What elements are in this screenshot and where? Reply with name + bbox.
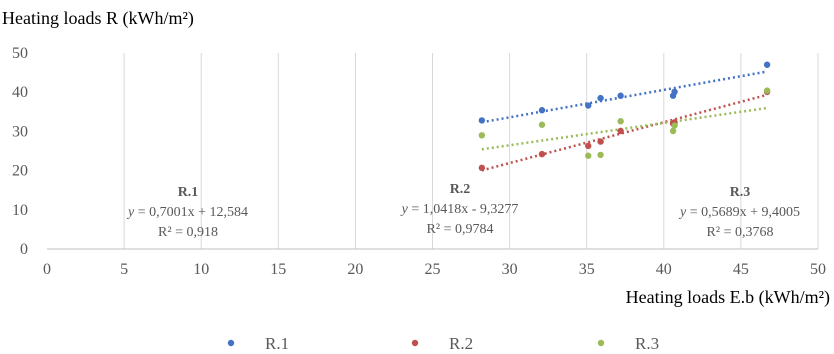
grid (47, 53, 819, 250)
trendlines (481, 70, 768, 172)
x-tick-label-40: 40 (656, 261, 672, 278)
y-tick-label-10: 10 (12, 202, 28, 219)
data-points (478, 61, 771, 172)
point-r1-2 (585, 102, 592, 109)
point-r1-1 (538, 107, 546, 114)
annotation-r1-name: R.1 (178, 185, 199, 200)
annotation-r3-r2: R² = 0,3768 (707, 225, 774, 240)
x-tick-label-10: 10 (193, 261, 209, 278)
trendline-r1 (481, 70, 768, 124)
y-axis-title: Heating loads R (kWh/m²) (2, 8, 194, 29)
annotation-r3: R.3 y = 0,5689x + 9,4005 R² = 0,3768 (678, 185, 800, 240)
x-tick-label-50: 50 (810, 261, 826, 278)
point-r3-1 (538, 121, 546, 128)
annotation-r1: R.1 y = 0,7001x + 12,584 R² = 0,918 (126, 185, 248, 240)
point-r1-0 (478, 117, 486, 124)
x-tick-label-20: 20 (347, 261, 363, 278)
annotation-r2: R.2 y = 1,0418x - 9,3277 R² = 0,9784 (400, 182, 519, 237)
point-r3-2 (585, 152, 592, 159)
point-r3-3 (597, 151, 604, 159)
point-r1-7 (763, 61, 771, 68)
x-tick-label-45: 45 (733, 261, 749, 278)
annotation-r3-name: R.3 (730, 185, 751, 200)
annotation-r2-r2: R² = 0,9784 (427, 222, 494, 237)
point-r3-5 (669, 127, 677, 135)
legend-marker-r2 (411, 339, 419, 347)
point-r2-2 (585, 142, 592, 150)
point-r3-0 (478, 132, 486, 139)
y-tick-label-20: 20 (12, 163, 28, 180)
point-r2-4 (617, 127, 624, 135)
legend-label-r1: R.1 (265, 334, 289, 353)
x-tick-label-15: 15 (270, 261, 286, 278)
legend-label-r3: R.3 (635, 334, 659, 353)
x-axis-title: Heating loads E.b (kWh/m²) (626, 287, 830, 308)
annotation-r1-equation: y = 0,7001x + 12,584 (126, 205, 248, 220)
point-r2-1 (538, 150, 546, 158)
axis-ticks: 0 10 20 30 40 50 0 5 10 15 20 25 30 35 40 45 50 (12, 45, 826, 278)
point-r2-0 (478, 164, 486, 172)
point-r3-7 (763, 87, 771, 94)
x-tick-label-0: 0 (43, 261, 51, 278)
annotation-r3-equation: y = 0,5689x + 9,4005 (678, 205, 800, 220)
x-tick-label-30: 30 (502, 261, 518, 278)
x-tick-label-5: 5 (120, 261, 128, 278)
annotation-r2-name: R.2 (450, 182, 471, 197)
point-r1-3 (597, 94, 604, 102)
annotation-r1-r2: R² = 0,918 (158, 225, 218, 240)
point-r3-6 (671, 122, 678, 129)
legend-marker-r3 (597, 339, 605, 347)
legend: R.1 R.2 R.3 (227, 334, 659, 353)
y-tick-label-30: 30 (12, 123, 28, 140)
y-tick-label-40: 40 (12, 84, 28, 101)
point-r1-6 (671, 88, 678, 96)
y-tick-label-0: 0 (20, 241, 28, 258)
x-tick-label-35: 35 (579, 261, 595, 278)
legend-label-r2: R.2 (449, 334, 473, 353)
legend-marker-r1 (227, 339, 235, 347)
trendline-r3 (481, 106, 768, 151)
trendline-r2 (481, 93, 768, 172)
point-r1-4 (617, 92, 624, 99)
y-tick-label-50: 50 (12, 45, 28, 62)
annotation-r2-equation: y = 1,0418x - 9,3277 (400, 202, 519, 217)
point-r2-3 (597, 138, 604, 145)
point-r3-4 (617, 118, 624, 125)
x-tick-label-25: 25 (425, 261, 441, 278)
